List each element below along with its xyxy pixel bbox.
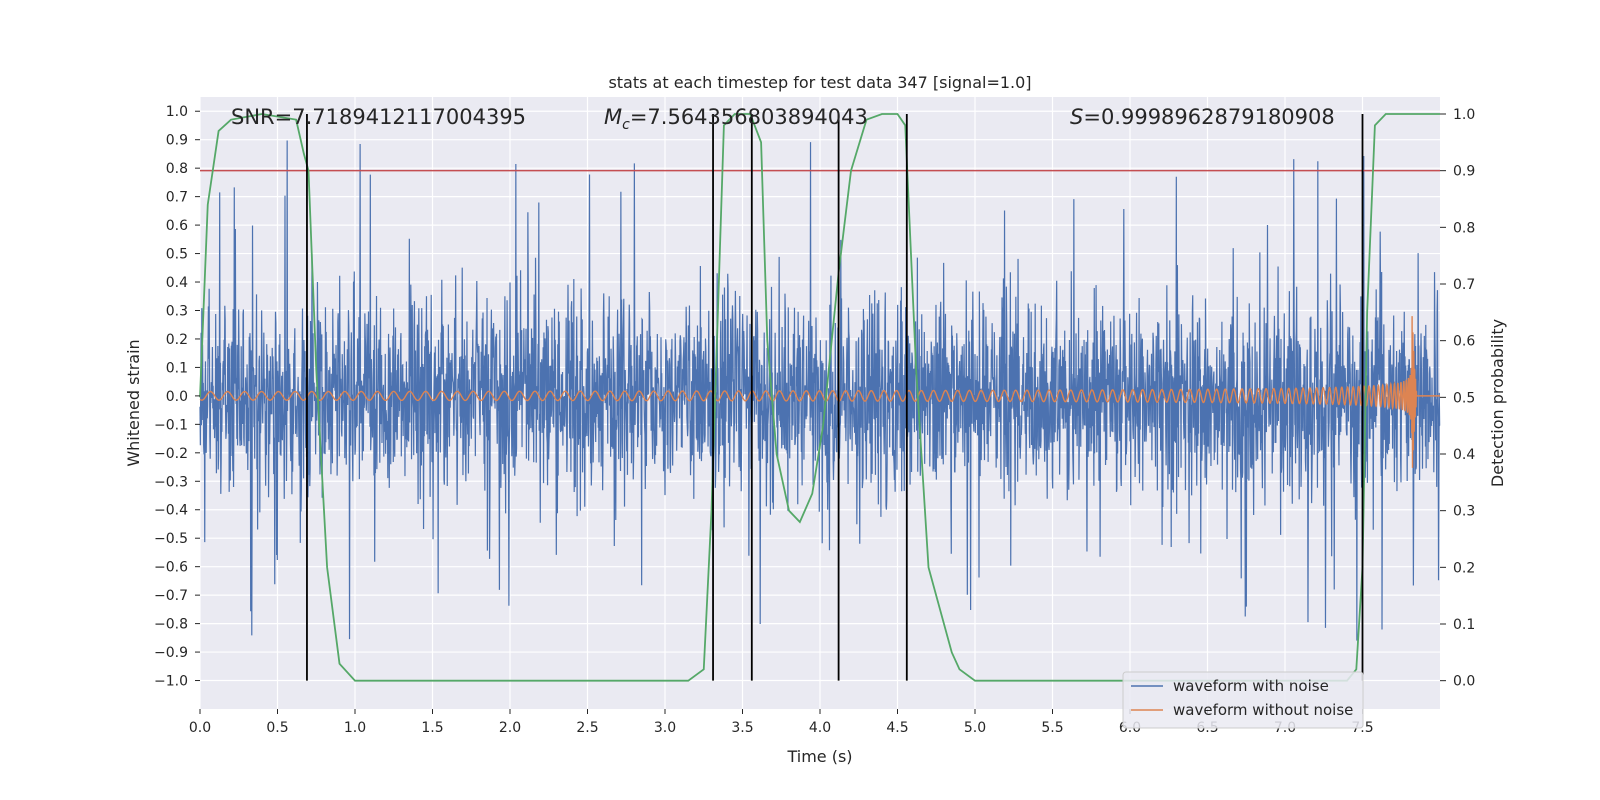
- x-axis-label: Time (s): [786, 747, 852, 766]
- x-tick-label: 1.5: [421, 720, 443, 736]
- x-tick-label: 4.5: [886, 720, 908, 736]
- legend-label-noise: waveform with noise: [1173, 677, 1329, 695]
- y-tick-label: 0.0: [166, 389, 188, 405]
- y-right-tick-label: 0.9: [1453, 164, 1475, 180]
- legend: waveform with noise waveform without noi…: [1122, 671, 1364, 729]
- y-tick-label: 0.8: [166, 161, 188, 177]
- y-right-tick-label: 0.2: [1453, 560, 1475, 576]
- y-axis-label: Whitened strain: [124, 339, 143, 466]
- x-tick-label: 3.5: [731, 720, 753, 736]
- s-symbol: S: [1070, 105, 1083, 129]
- y-tick-label: −0.3: [154, 474, 188, 490]
- x-tick-label: 5.5: [1041, 720, 1063, 736]
- y-right-tick-label: 0.8: [1453, 220, 1475, 236]
- y-tick-label: 0.1: [166, 360, 188, 376]
- y-tick-label: 0.9: [166, 133, 188, 149]
- y-tick-label: 0.3: [166, 303, 188, 319]
- s-annotation: S=0.9998962879180908: [1070, 105, 1335, 129]
- y-right-tick-label: 0.0: [1453, 674, 1475, 690]
- y-right-tick-label: 0.1: [1453, 617, 1475, 633]
- y-tick-label: −0.1: [154, 417, 188, 433]
- x-tick-label: 4.0: [809, 720, 831, 736]
- y-tick-label: −1.0: [154, 674, 188, 690]
- snr-annotation: SNR=7.7189412117004395: [231, 105, 526, 129]
- y-tick-label: 0.4: [166, 275, 188, 291]
- x-tick-label: 3.0: [654, 720, 676, 736]
- y-tick-label: 0.2: [166, 332, 188, 348]
- chirp-mass-value: =7.564356803894043: [630, 105, 868, 129]
- y-right-tick-label: 0.7: [1453, 277, 1475, 293]
- x-tick-label: 1.0: [344, 720, 366, 736]
- chirp-mass-symbol: M: [604, 105, 622, 129]
- chirp-mass-annotation: Mc=7.564356803894043: [604, 105, 868, 133]
- s-value: =0.9998962879180908: [1083, 105, 1334, 129]
- x-tick-label: 0.0: [189, 720, 211, 736]
- y-tick-label: −0.4: [154, 503, 188, 519]
- y-right-tick-label: 0.3: [1453, 504, 1475, 520]
- y-tick-label: −0.8: [154, 617, 188, 633]
- detection-marks-layer: [306, 114, 1364, 681]
- y-right-tick-label: 0.4: [1453, 447, 1475, 463]
- y-right-tick-label: 1.0: [1453, 107, 1475, 123]
- axes-layer: 0.00.51.01.52.02.53.03.54.04.55.05.56.06…: [154, 104, 1475, 736]
- y-tick-label: 1.0: [166, 104, 188, 120]
- legend-box: [1122, 671, 1364, 729]
- y-tick-label: −0.2: [154, 446, 188, 462]
- x-tick-label: 5.0: [964, 720, 986, 736]
- y-tick-label: 0.5: [166, 247, 188, 263]
- x-tick-label: 2.0: [499, 720, 521, 736]
- y-right-tick-label: 0.6: [1453, 334, 1475, 350]
- legend-label-clean: waveform without noise: [1173, 701, 1353, 719]
- y-right-tick-label: 0.5: [1453, 390, 1475, 406]
- y-tick-label: −0.9: [154, 645, 188, 661]
- y-tick-label: −0.7: [154, 588, 188, 604]
- series-waveform-without-noise: [199, 316, 1440, 468]
- y-tick-label: 0.7: [166, 190, 188, 206]
- x-tick-label: 0.5: [266, 720, 288, 736]
- y-right-axis-label: Detection probability: [1488, 319, 1507, 487]
- chirp-mass-subscript: c: [622, 117, 630, 133]
- y-tick-label: −0.5: [154, 531, 188, 547]
- x-tick-label: 2.5: [576, 720, 598, 736]
- chart-title: stats at each timestep for test data 347…: [608, 73, 1031, 92]
- y-tick-label: −0.6: [154, 560, 188, 576]
- y-tick-label: 0.6: [166, 218, 188, 234]
